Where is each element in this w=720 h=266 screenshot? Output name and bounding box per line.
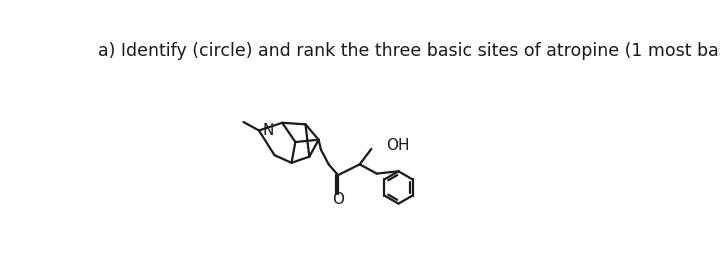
Text: N: N	[262, 123, 274, 138]
Text: O: O	[332, 192, 344, 207]
Text: OH: OH	[386, 138, 410, 153]
Text: a) Identify (circle) and rank the three basic sites of atropine (1 most basic, 3: a) Identify (circle) and rank the three …	[99, 42, 720, 60]
